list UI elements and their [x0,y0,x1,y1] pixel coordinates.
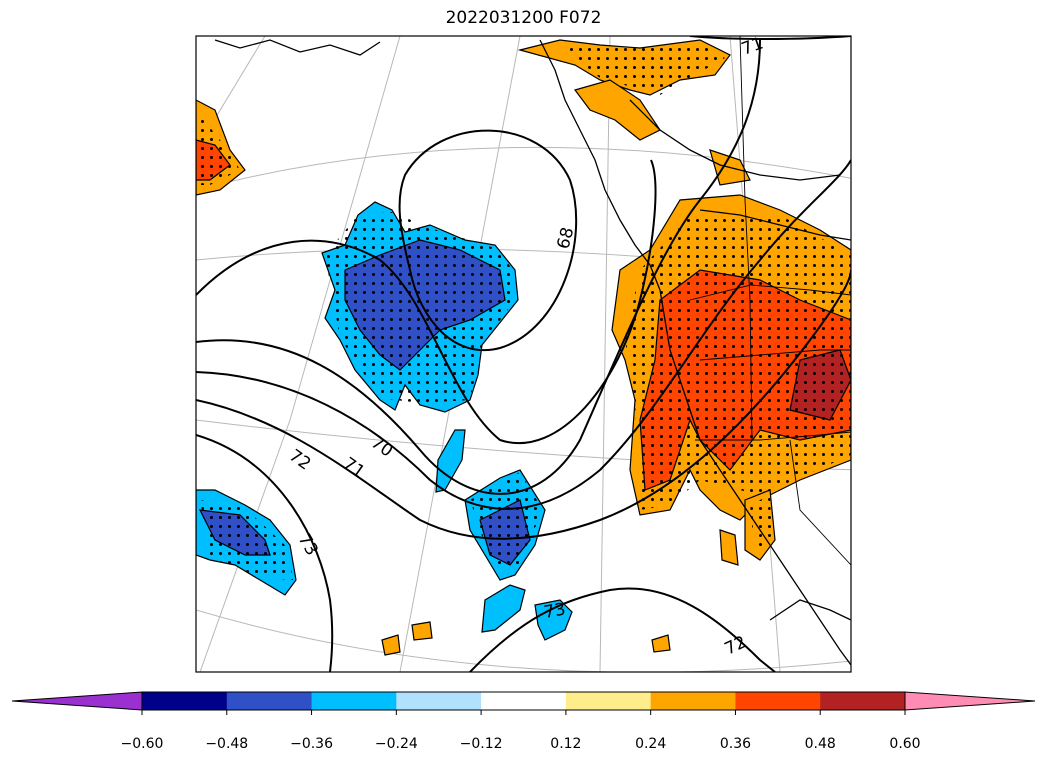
colorbar-tick-label: 0.60 [889,736,921,752]
map-frame [195,35,852,673]
colorbar [11,691,1036,715]
colorbar-segment [481,692,567,710]
colorbar-tick-label: 0.24 [635,736,667,752]
colorbar-tick-label: −0.48 [205,736,249,752]
colorbar-outline [141,691,906,711]
colorbar-segment [226,692,313,710]
colorbar-tick-label: 0.12 [550,736,582,752]
colorbar-tick-label: −0.24 [374,736,418,752]
colorbar-tick-label: 0.48 [804,736,836,752]
height-contours [196,36,851,672]
coastline [214,39,851,666]
colorbar-segment [396,692,482,710]
colorbar-tick-label: −0.36 [290,736,333,752]
map-title: 2022031200 F072 [445,8,602,28]
colorbar-segment [650,692,736,710]
colorbar-over-fill [905,692,1035,710]
colorbar-tick-label: −0.60 [120,736,164,752]
colorbar-tick-label: 0.36 [719,736,752,752]
state-borders [689,36,851,566]
colorbar-segment [311,692,397,710]
map-panel: 71 68 70 71 72 73 73 72 [195,34,852,673]
colorbar-segment [820,692,906,710]
colorbar-tick-label: −0.12 [459,736,503,752]
colorbar-under-fill [12,692,142,710]
colorbar-segment [565,692,652,710]
contour-label: 73 [542,599,567,622]
contour-label: 71 [739,34,766,60]
colorbar-segment [735,692,821,710]
colorbar-segment [142,692,228,710]
